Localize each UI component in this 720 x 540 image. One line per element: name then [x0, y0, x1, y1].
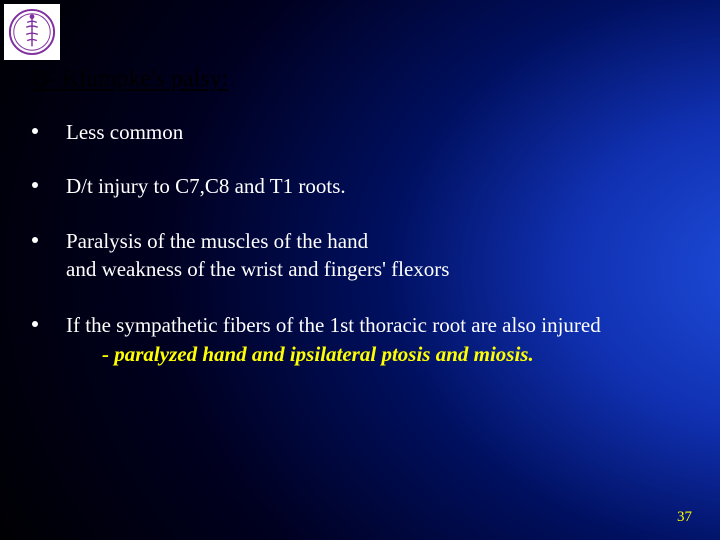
bullet-item: If the sympathetic fibers of the 1st tho… [32, 311, 700, 339]
bullet-item: D/t injury to C7,C8 and T1 roots. [32, 172, 700, 200]
bullet-dot-icon [32, 237, 38, 243]
institution-logo [4, 4, 60, 60]
bullet-text: If the sympathetic fibers of the 1st tho… [66, 311, 700, 339]
bullet-text: Paralysis of the muscles of the hand and… [66, 227, 700, 284]
bullet-item: Less common [32, 118, 700, 146]
bullet-item: Paralysis of the muscles of the hand and… [32, 227, 700, 284]
bullet-subtext: - paralyzed hand and ipsilateral ptosis … [102, 342, 700, 367]
page-number: 37 [677, 509, 692, 526]
slide-body: Less common D/t injury to C7,C8 and T1 r… [32, 118, 700, 367]
bullet-dot-icon [32, 182, 38, 188]
bullet-dot-icon [32, 128, 38, 134]
bullet-dot-icon [32, 321, 38, 327]
bullet-text: Less common [66, 118, 700, 146]
bullet-text: D/t injury to C7,C8 and T1 roots. [66, 172, 700, 200]
slide: B- Klumpke's palsy: Less common D/t inju… [0, 0, 720, 540]
slide-title: B- Klumpke's palsy: [32, 66, 228, 93]
